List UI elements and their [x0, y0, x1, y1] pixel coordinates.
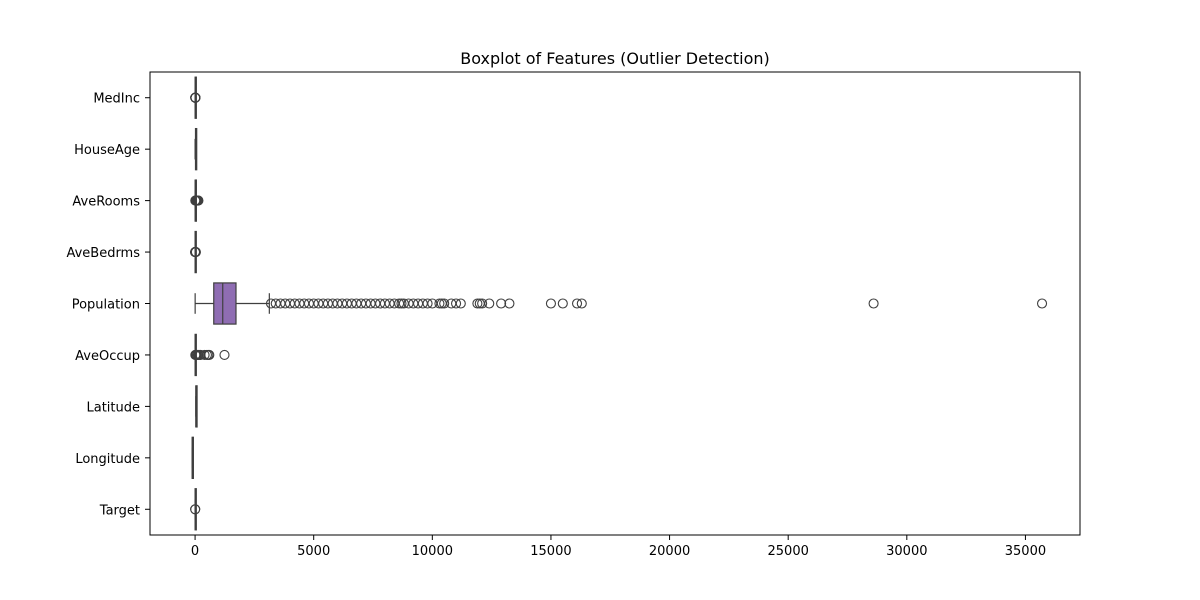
outlier-point: [219, 349, 230, 360]
x-tick-label: 20000: [649, 544, 690, 559]
outlier-point: [484, 298, 495, 309]
x-tick-label: 35000: [1005, 544, 1046, 559]
outlier-point: [439, 298, 450, 309]
outlier-point: [474, 298, 485, 309]
outlier-point: [190, 92, 201, 103]
outlier-point: [477, 298, 488, 309]
x-tick-label: 0: [191, 544, 199, 559]
x-tick-label: 30000: [886, 544, 927, 559]
outlier-point: [436, 298, 447, 309]
y-tick-label: HouseAge: [74, 143, 140, 158]
outlier-point: [557, 298, 568, 309]
box-houseage: [194, 127, 198, 171]
axes: MedInc HouseAge AveRooms AveBedrms Populatio…: [66, 71, 1081, 559]
outlier-point: [571, 298, 583, 309]
box-averooms: [190, 179, 204, 222]
y-tick-label: AveBedrms: [66, 246, 140, 261]
chart-title: Boxplot of Features (Outlier Detection): [460, 49, 770, 68]
x-tick-label: 10000: [412, 544, 453, 559]
box-latitude: [195, 385, 198, 428]
box-aveoccup: [190, 333, 230, 377]
outlier-point: [193, 195, 204, 206]
y-tick-label: AveOccup: [75, 349, 140, 364]
outlier-point: [396, 298, 407, 309]
outlier-point: [422, 298, 433, 309]
y-tick-label: MedInc: [93, 92, 140, 107]
box-medinc: [190, 76, 201, 119]
outlier-point: [504, 298, 515, 309]
outlier-point: [868, 298, 879, 309]
outlier-point: [450, 298, 462, 309]
y-tick-label: Latitude: [86, 400, 140, 415]
x-tick-label: 25000: [768, 544, 809, 559]
outlier-point: [190, 247, 201, 258]
y-tick-label: AveRooms: [72, 195, 140, 210]
outlier-point: [434, 298, 445, 309]
box-population: [194, 282, 1048, 325]
box-avebedrms: [190, 230, 201, 274]
box-longitude: [191, 436, 194, 480]
y-tick-label: Target: [99, 503, 140, 518]
outlier-point: [204, 349, 215, 360]
x-tick-label: 5000: [297, 544, 330, 559]
outlier-point: [199, 349, 210, 360]
outlier-point: [472, 298, 483, 309]
outlier-point: [190, 504, 201, 515]
y-tick-label: Population: [72, 298, 140, 313]
box-body: [213, 282, 237, 325]
outlier-point: [455, 298, 466, 309]
outlier-point: [496, 298, 507, 309]
plot-area: [190, 76, 1048, 531]
outlier-point: [576, 298, 587, 309]
x-tick-label: 15000: [530, 544, 571, 559]
y-tick-label: Longitude: [75, 452, 140, 467]
box-target: [190, 488, 201, 531]
outlier-point: [1036, 298, 1048, 309]
outlier-point: [545, 298, 556, 309]
